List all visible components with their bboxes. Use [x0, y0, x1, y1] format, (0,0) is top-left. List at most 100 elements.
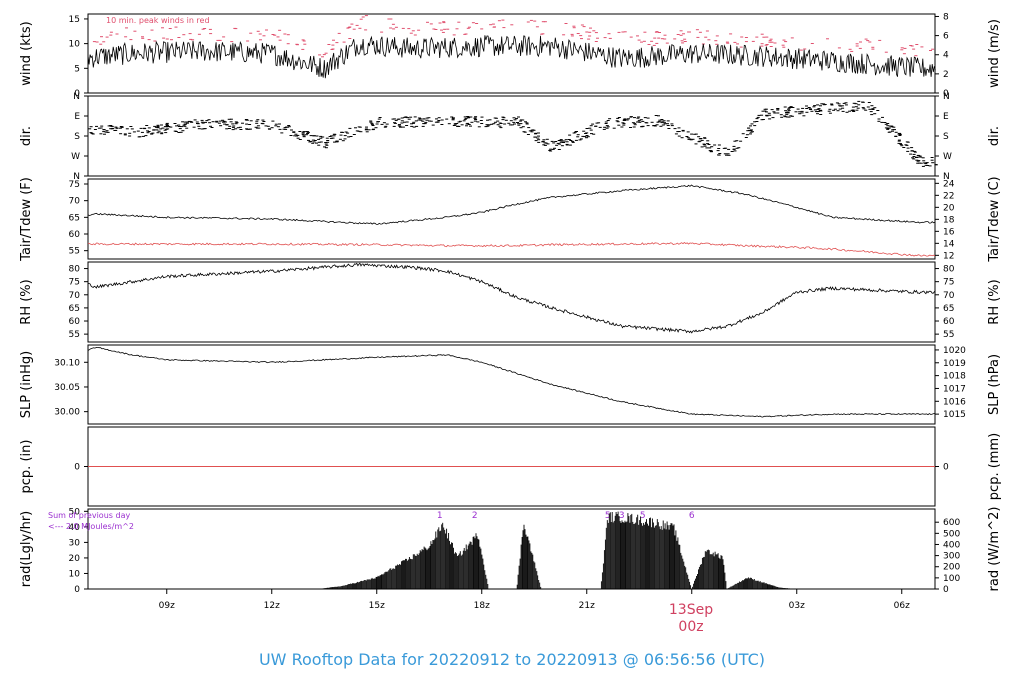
dir-point [772, 111, 776, 113]
dir-point [780, 116, 784, 118]
x-tick-label: 15z [369, 601, 385, 611]
wind-peak-mark [337, 32, 341, 34]
dir-point [503, 123, 507, 125]
dir-point [417, 117, 421, 119]
dir-point [164, 128, 168, 130]
dir-point [512, 117, 516, 119]
wind-annotation: 10 min. peak winds in red [106, 16, 210, 25]
dir-tick-label-right: W [943, 152, 952, 162]
dir-point [911, 157, 915, 159]
dir-point [680, 137, 684, 139]
dir-point [292, 131, 296, 133]
wind-peak-mark [576, 33, 580, 34]
dir-point [440, 119, 444, 121]
dir-point [517, 116, 520, 118]
dir-point [486, 119, 489, 121]
dir-point [429, 120, 433, 122]
dir-point [501, 116, 505, 118]
rh-ylabel-left: RH (%) [19, 279, 34, 324]
dir-point [574, 131, 577, 133]
dir-point [657, 115, 660, 117]
dir-point [686, 137, 690, 139]
dir-point [165, 125, 169, 126]
dir-point [877, 118, 881, 120]
dir-point [890, 126, 894, 128]
dir-point [114, 129, 118, 131]
dir-point [861, 107, 865, 109]
dir-point [270, 127, 274, 129]
dir-point [761, 110, 765, 112]
dir-point [104, 131, 108, 133]
dir-point [317, 144, 321, 146]
dir-point [689, 139, 693, 141]
dir-point [934, 164, 938, 166]
dir-point [809, 109, 813, 110]
dir-point [335, 141, 339, 143]
dir-point [114, 126, 118, 128]
wind-peak-mark [364, 15, 368, 17]
dir-point [581, 135, 585, 137]
dir-point [493, 121, 497, 123]
dir-point [677, 127, 681, 129]
wind-peak-mark [208, 28, 212, 30]
dir-point [284, 128, 288, 130]
wind-tick-label-right: 8 [943, 12, 949, 22]
dir-tick-label-left: W [71, 152, 80, 162]
dir-point [244, 119, 248, 121]
dir-point [747, 127, 751, 129]
wind-peak-mark [587, 38, 591, 40]
wind-peak-mark [446, 28, 450, 30]
wind-peak-mark [760, 43, 764, 45]
dir-point [548, 149, 552, 151]
dir-point [805, 111, 809, 113]
wind-peak-mark [768, 40, 772, 42]
dir-point [606, 120, 610, 121]
dir-point [294, 133, 298, 135]
dir-point [404, 116, 408, 118]
wind-peak-mark [850, 50, 854, 52]
dir-point [150, 133, 154, 135]
dir-point [118, 127, 122, 129]
dir-point [341, 140, 345, 142]
wind-peak-mark [102, 41, 106, 43]
dir-point [620, 126, 624, 128]
dir-tick-label-right: N [943, 172, 950, 182]
dir-point [537, 139, 541, 141]
dir-point [157, 130, 161, 132]
dir-point [802, 115, 806, 117]
wind-peak-mark [784, 41, 788, 43]
wind-peak-mark [389, 27, 393, 29]
dir-point [723, 153, 727, 155]
dir-point [163, 126, 167, 128]
dir-point [550, 140, 554, 142]
rh-tick-label-right: 65 [943, 304, 954, 314]
wind-peak-mark [216, 39, 220, 41]
dir-point [898, 135, 902, 136]
dir-point [645, 122, 649, 124]
dir-point [476, 121, 480, 123]
wind-peak-mark [109, 34, 113, 36]
dir-point [193, 119, 197, 121]
wind-peak-mark [170, 39, 173, 41]
dir-point [227, 118, 231, 120]
wind-peak-mark [642, 40, 646, 42]
dir-point [883, 122, 887, 123]
rad-tick-label-right: 400 [943, 540, 960, 550]
dir-point [615, 120, 619, 122]
dir-point [617, 124, 621, 126]
wind-peak-mark [698, 31, 702, 33]
dir-point [856, 107, 860, 109]
dir-point [828, 112, 832, 114]
wind-peak-mark [657, 37, 661, 39]
dir-point [536, 137, 540, 139]
rad-tick-label-left: 0 [74, 585, 80, 595]
dir-point [835, 102, 839, 104]
dir-point [338, 138, 342, 140]
dir-point [551, 148, 555, 150]
dir-point [276, 126, 280, 128]
wind-peak-mark [125, 27, 128, 29]
dir-point [498, 125, 502, 127]
dir-point [344, 131, 348, 133]
wind-peak-mark [744, 41, 748, 43]
dir-point [923, 162, 927, 164]
